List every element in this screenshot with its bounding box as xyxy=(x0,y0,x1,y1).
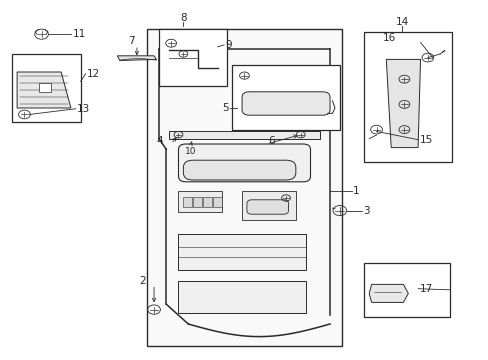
Text: 5: 5 xyxy=(222,103,228,113)
Bar xyxy=(183,197,192,207)
Bar xyxy=(39,83,51,92)
Text: 12: 12 xyxy=(87,69,100,79)
Polygon shape xyxy=(368,284,407,302)
FancyBboxPatch shape xyxy=(183,160,295,180)
Text: 2: 2 xyxy=(139,276,146,286)
Text: 16: 16 xyxy=(382,33,395,43)
Bar xyxy=(159,29,227,86)
Bar xyxy=(242,191,295,220)
Text: 10: 10 xyxy=(184,148,196,156)
Bar xyxy=(168,131,320,139)
Bar xyxy=(203,197,211,207)
Bar xyxy=(178,234,305,270)
Bar xyxy=(232,65,339,130)
Text: 14: 14 xyxy=(394,17,408,27)
Text: 8: 8 xyxy=(180,13,186,23)
FancyBboxPatch shape xyxy=(246,200,288,214)
FancyBboxPatch shape xyxy=(178,144,310,182)
Polygon shape xyxy=(386,59,420,148)
Bar xyxy=(193,197,202,207)
Bar xyxy=(12,54,81,122)
Text: 15: 15 xyxy=(419,135,432,145)
Bar xyxy=(178,281,305,313)
Text: 6: 6 xyxy=(267,136,274,146)
Text: 9: 9 xyxy=(224,40,231,50)
Text: 17: 17 xyxy=(419,284,432,294)
Text: 3: 3 xyxy=(362,206,369,216)
FancyBboxPatch shape xyxy=(242,92,329,115)
Bar xyxy=(364,263,449,317)
Bar xyxy=(364,32,451,162)
Text: 7: 7 xyxy=(127,36,134,46)
Bar xyxy=(178,191,222,212)
Polygon shape xyxy=(17,72,71,108)
Text: 1: 1 xyxy=(352,186,359,196)
Text: 11: 11 xyxy=(72,29,85,39)
Bar xyxy=(146,29,342,346)
Bar xyxy=(212,197,221,207)
Polygon shape xyxy=(117,56,156,60)
Text: 4: 4 xyxy=(156,136,163,146)
Text: 13: 13 xyxy=(77,104,90,114)
